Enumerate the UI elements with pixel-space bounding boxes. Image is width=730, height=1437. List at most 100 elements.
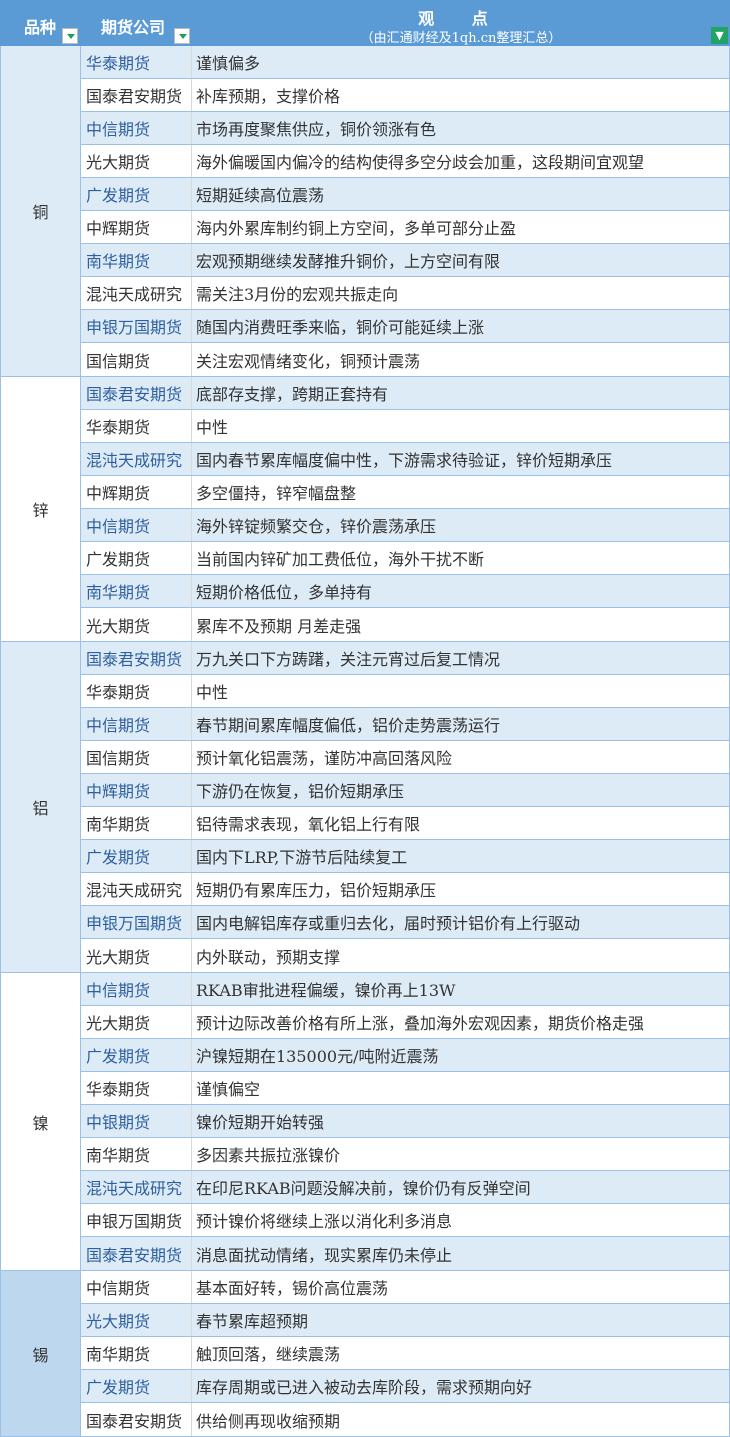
company-cell[interactable]: 混沌天成研究: [81, 873, 192, 905]
company-cell[interactable]: 中信期货: [81, 708, 192, 740]
view-cell[interactable]: 累库不及预期 月差走强: [192, 608, 730, 641]
company-cell[interactable]: 光大期货: [81, 939, 192, 972]
view-cell[interactable]: 国内春节累库幅度偏中性，下游需求待验证，锌价短期承压: [192, 443, 730, 475]
view-cell[interactable]: 中性: [192, 675, 730, 707]
view-cell[interactable]: 内外联动，预期支撑: [192, 939, 730, 972]
company-cell[interactable]: 中辉期货: [81, 476, 192, 508]
company-cell[interactable]: 混沌天成研究: [81, 277, 192, 309]
company-cell[interactable]: 光大期货: [81, 1006, 192, 1038]
filter-active-icon[interactable]: ▼: [711, 27, 728, 44]
company-cell[interactable]: 华泰期货: [81, 1072, 192, 1104]
company-cell[interactable]: 国泰君安期货: [81, 377, 192, 409]
view-cell[interactable]: 预计镍价将继续上涨以消化利多消息: [192, 1204, 730, 1236]
view-cell[interactable]: 春节累库超预期: [192, 1304, 730, 1336]
view-cell[interactable]: 沪镍短期在135000元/吨附近震荡: [192, 1039, 730, 1071]
company-cell[interactable]: 广发期货: [81, 1370, 192, 1402]
view-cell[interactable]: RKAB审批进程偏缓，镍价再上13W: [192, 973, 730, 1005]
view-cell[interactable]: 铝待需求表现，氧化铝上行有限: [192, 807, 730, 839]
view-cell[interactable]: 市场再度聚焦供应，铜价领涨有色: [192, 112, 730, 144]
view-cell[interactable]: 多空僵持，锌窄幅盘整: [192, 476, 730, 508]
company-cell[interactable]: 中信期货: [81, 112, 192, 144]
table-row: 中辉期货 多空僵持，锌窄幅盘整: [81, 476, 730, 509]
view-cell[interactable]: 需关注3月份的宏观共振走向: [192, 277, 730, 309]
category-cell[interactable]: 锌: [0, 377, 81, 641]
view-cell[interactable]: 触顶回落，继续震荡: [192, 1337, 730, 1369]
view-cell[interactable]: 在印尼RKAB问题没解决前，镍价仍有反弹空间: [192, 1171, 730, 1203]
view-cell[interactable]: 供给侧再现收缩预期: [192, 1403, 730, 1436]
view-cell[interactable]: 短期价格低位，多单持有: [192, 575, 730, 607]
view-cell[interactable]: 国内下LRP,下游节后陆续复工: [192, 840, 730, 872]
company-cell[interactable]: 申银万国期货: [81, 310, 192, 342]
company-cell[interactable]: 华泰期货: [81, 410, 192, 442]
company-cell[interactable]: 申银万国期货: [81, 1204, 192, 1236]
company-cell[interactable]: 中银期货: [81, 1105, 192, 1137]
company-cell[interactable]: 中信期货: [81, 1271, 192, 1303]
view-cell[interactable]: 春节期间累库幅度偏低，铝价走势震荡运行: [192, 708, 730, 740]
company-cell[interactable]: 光大期货: [81, 145, 192, 177]
view-cell[interactable]: 关注宏观情绪变化，铜预计震荡: [192, 343, 730, 376]
company-cell[interactable]: 南华期货: [81, 1138, 192, 1170]
company-cell[interactable]: 华泰期货: [81, 46, 192, 78]
view-cell[interactable]: 短期延续高位震荡: [192, 178, 730, 210]
company-cell[interactable]: 国泰君安期货: [81, 79, 192, 111]
view-cell[interactable]: 谨慎偏空: [192, 1072, 730, 1104]
company-cell[interactable]: 中信期货: [81, 973, 192, 1005]
view-cell[interactable]: 当前国内锌矿加工费低位，海外干扰不断: [192, 542, 730, 574]
view-cell[interactable]: 多因素共振拉涨镍价: [192, 1138, 730, 1170]
view-cell[interactable]: 下游仍在恢复，铝价短期承压: [192, 774, 730, 806]
view-cell[interactable]: 短期仍有累库压力，铝价短期承压: [192, 873, 730, 905]
company-cell[interactable]: 华泰期货: [81, 675, 192, 707]
company-cell[interactable]: 中辉期货: [81, 211, 192, 243]
view-cell[interactable]: 消息面扰动情绪，现实累库仍未停止: [192, 1237, 730, 1270]
company-cell[interactable]: 国泰君安期货: [81, 1403, 192, 1436]
view-cell[interactable]: 库存周期或已进入被动去库阶段，需求预期向好: [192, 1370, 730, 1402]
company-cell[interactable]: 中信期货: [81, 509, 192, 541]
table-row: 中信期货 海外锌锭频繁交仓，锌价震荡承压: [81, 509, 730, 542]
header-view-title: 观 点: [418, 9, 504, 28]
category-cell[interactable]: 铝: [0, 642, 81, 972]
company-filter-dropdown-icon[interactable]: [174, 28, 190, 44]
company-cell[interactable]: 国信期货: [81, 741, 192, 773]
view-cell[interactable]: 中性: [192, 410, 730, 442]
category-cell[interactable]: 铜: [0, 46, 81, 376]
category-cell[interactable]: 锡: [0, 1271, 81, 1436]
view-cell[interactable]: 基本面好转，锡价高位震荡: [192, 1271, 730, 1303]
table-row: 南华期货 多因素共振拉涨镍价: [81, 1138, 730, 1171]
view-cell[interactable]: 镍价短期开始转强: [192, 1105, 730, 1137]
company-cell[interactable]: 国泰君安期货: [81, 642, 192, 674]
view-cell[interactable]: 国内电解铝库存或重归去化，届时预计铝价有上行驱动: [192, 906, 730, 938]
company-cell[interactable]: 广发期货: [81, 1039, 192, 1071]
company-cell[interactable]: 光大期货: [81, 1304, 192, 1336]
view-cell[interactable]: 万九关口下方踌躇，关注元宵过后复工情况: [192, 642, 730, 674]
company-cell[interactable]: 广发期货: [81, 840, 192, 872]
table-row: 光大期货 预计边际改善价格有所上涨，叠加海外宏观因素，期货价格走强: [81, 1006, 730, 1039]
view-cell[interactable]: 补库预期，支撑价格: [192, 79, 730, 111]
view-cell[interactable]: 海外锌锭频繁交仓，锌价震荡承压: [192, 509, 730, 541]
header-category: 品种: [24, 18, 57, 37]
category-cell[interactable]: 镍: [0, 973, 81, 1270]
view-cell[interactable]: 随国内消费旺季来临，铜价可能延续上涨: [192, 310, 730, 342]
view-cell[interactable]: 谨慎偏多: [192, 46, 730, 78]
view-cell[interactable]: 海外偏暖国内偏冷的结构使得多空分歧会加重，这段期间宜观望: [192, 145, 730, 177]
company-cell[interactable]: 南华期货: [81, 1337, 192, 1369]
group-4: 锡中信期货 基本面好转，锡价高位震荡 光大期货 春节累库超预期 南华期货 触顶回落，继续震…: [0, 1271, 730, 1437]
company-cell[interactable]: 混沌天成研究: [81, 443, 192, 475]
company-cell[interactable]: 广发期货: [81, 542, 192, 574]
company-cell[interactable]: 广发期货: [81, 178, 192, 210]
category-filter-dropdown-icon[interactable]: [62, 28, 78, 44]
company-cell[interactable]: 南华期货: [81, 575, 192, 607]
company-cell[interactable]: 中辉期货: [81, 774, 192, 806]
view-cell[interactable]: 海内外累库制约铜上方空间，多单可部分止盈: [192, 211, 730, 243]
company-cell[interactable]: 申银万国期货: [81, 906, 192, 938]
company-cell[interactable]: 光大期货: [81, 608, 192, 641]
company-cell[interactable]: 国泰君安期货: [81, 1237, 192, 1270]
view-cell[interactable]: 宏观预期继续发酵推升铜价，上方空间有限: [192, 244, 730, 276]
company-cell[interactable]: 混沌天成研究: [81, 1171, 192, 1203]
view-cell[interactable]: 底部存支撑，跨期正套持有: [192, 377, 730, 409]
company-cell[interactable]: 南华期货: [81, 807, 192, 839]
company-cell[interactable]: 国信期货: [81, 343, 192, 376]
company-cell[interactable]: 南华期货: [81, 244, 192, 276]
view-cell[interactable]: 预计边际改善价格有所上涨，叠加海外宏观因素，期货价格走强: [192, 1006, 730, 1038]
view-cell[interactable]: 预计氧化铝震荡，谨防冲高回落风险: [192, 741, 730, 773]
table-row: 国泰君安期货 万九关口下方踌躇，关注元宵过后复工情况: [81, 642, 730, 675]
